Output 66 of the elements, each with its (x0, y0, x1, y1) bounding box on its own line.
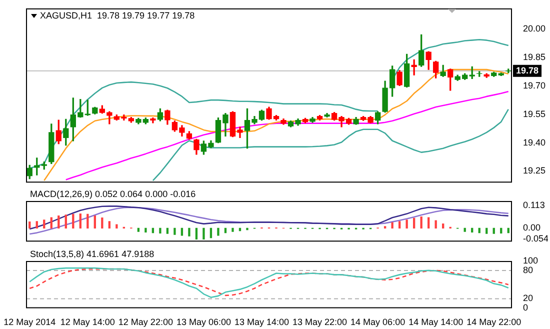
bar (232, 228, 234, 232)
bar (36, 221, 38, 229)
bar (72, 214, 74, 229)
y-tick-label: 19.70 (523, 80, 546, 91)
bar (58, 215, 60, 229)
bar (50, 217, 52, 229)
bar (144, 228, 147, 233)
y-tick-label: 19.85 (523, 52, 546, 62)
x-tick-label: 14 May 06:00 (350, 317, 406, 328)
ref-line-label: 19.78 (516, 65, 539, 76)
x-tick-label: 12 May 22:00 (118, 317, 173, 328)
bar (28, 221, 31, 229)
candlestick (411, 59, 417, 76)
bar (406, 220, 408, 229)
x-tick-label: 12 May 14:00 (60, 317, 115, 328)
y-tick-label: 19.55 (523, 108, 546, 119)
bar (428, 217, 430, 229)
y-tick-label: 19.40 (523, 137, 546, 148)
x-tick-label: 13 May 14:00 (234, 317, 290, 328)
bar (116, 224, 118, 229)
bar (159, 228, 162, 234)
bar (471, 228, 474, 233)
bar (412, 218, 416, 229)
bar (246, 228, 248, 230)
bar (174, 228, 176, 235)
bar (202, 228, 205, 240)
bar (217, 228, 220, 236)
bar (188, 228, 190, 236)
bar (492, 228, 495, 234)
bar (398, 221, 401, 229)
y-tick-label: 20.00 (523, 24, 546, 34)
bar (486, 228, 488, 234)
x-tick-label: 12 May 2014 (4, 317, 56, 328)
bar (195, 228, 198, 240)
bar (64, 214, 67, 229)
bar (86, 214, 89, 229)
x-tick-label: 13 May 22:00 (292, 317, 348, 328)
y-tick-label: 80 (523, 264, 534, 275)
bar (94, 215, 96, 229)
y-tick-label: 19.25 (523, 166, 546, 176)
bar (108, 221, 110, 229)
y-tick-label: 0 (523, 302, 528, 313)
bar (442, 223, 444, 229)
chart-title: MACD(12,26,9) 0.052 0.064 0.000 -0.016 (30, 188, 196, 199)
bar (166, 228, 169, 234)
y-tick-label: 100 (523, 255, 538, 266)
x-tick-label: 13 May 06:00 (176, 317, 231, 328)
bar (434, 220, 437, 229)
x-tick-label: 14 May 22:00 (466, 317, 522, 328)
bar (464, 228, 466, 232)
y-tick-label: 0.113 (523, 200, 545, 210)
x-tick-label: 14 May 14:00 (408, 317, 464, 328)
bar (391, 222, 394, 229)
y-tick-label: 20 (523, 293, 534, 304)
bar (210, 228, 212, 238)
bar (79, 213, 82, 229)
y-tick-label: -0.054 (523, 233, 549, 244)
bar (384, 226, 386, 229)
bar (137, 228, 140, 232)
bar (420, 216, 422, 229)
chart-title: XAGUSD,H1 19.78 19.79 19.77 19.78 (40, 10, 195, 20)
bar (500, 228, 502, 234)
bar (101, 217, 104, 229)
chart-title: Stoch(13,5,8) 41.6961 47.9188 (30, 248, 154, 259)
y-tick-label: 0.00 (523, 222, 541, 233)
bar (43, 220, 46, 229)
